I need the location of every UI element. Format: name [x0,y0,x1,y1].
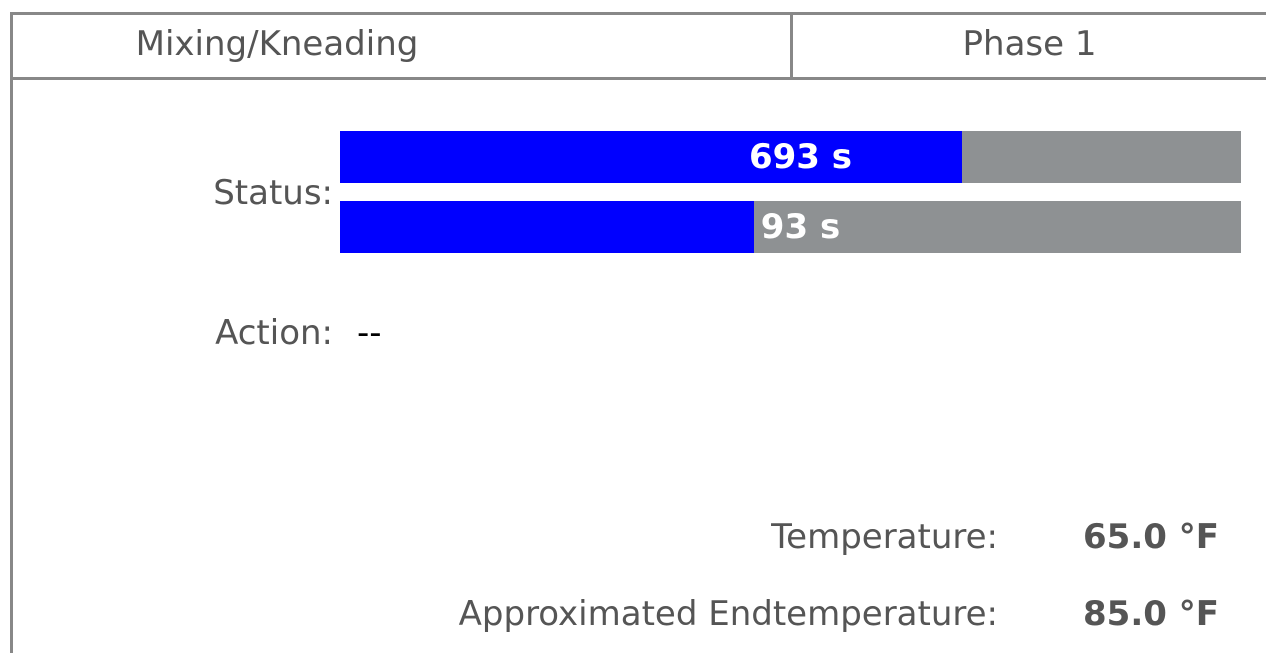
title: Mixing/Kneading [135,24,419,64]
top-border [12,12,1266,15]
header-divider [790,12,793,79]
reading-value: 65.0 °F [1083,517,1219,557]
progress-fill [340,131,962,183]
action-value: -- [357,313,382,353]
reading-value: 85.0 °F [1083,594,1219,634]
left-border [10,12,13,653]
header-border [12,77,1266,80]
progress-bar: 93 s [340,201,1241,253]
reading-label: Temperature: [771,517,998,557]
progress-label: 693 s [748,137,853,177]
progress-bar: 693 s [340,131,1241,183]
status-label: Status: [213,173,333,213]
phase: Phase 1 [962,24,1097,64]
action-label: Action: [215,313,333,353]
reading-label: Approximated Endtemperature: [458,594,998,634]
progress-fill [340,201,755,253]
progress-label: 93 s [760,207,841,247]
